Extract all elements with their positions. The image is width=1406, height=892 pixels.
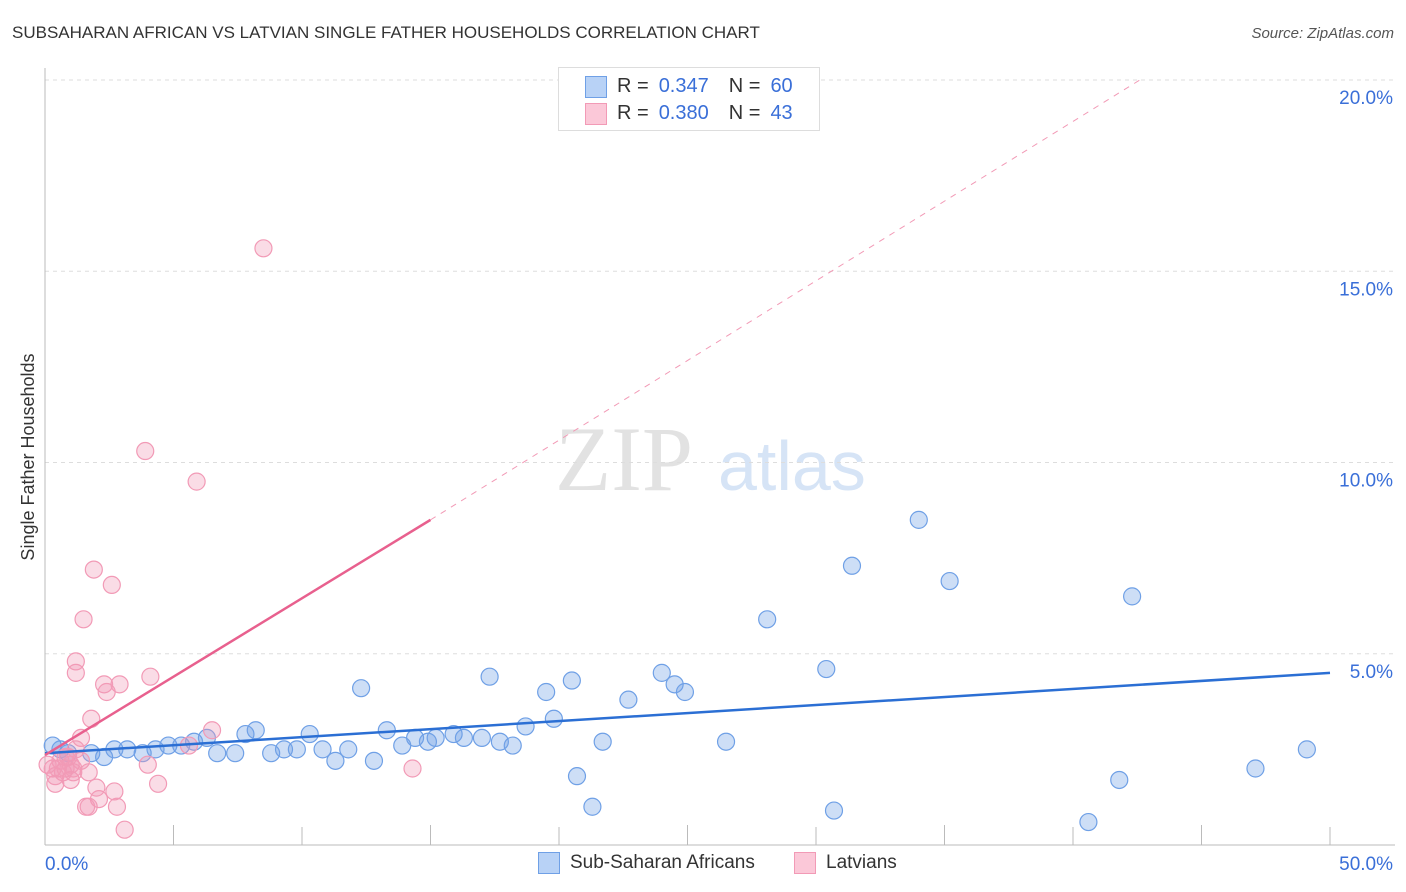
latvians-point — [46, 774, 65, 793]
subsaharan-point — [503, 736, 522, 755]
subsaharan-point — [364, 751, 384, 770]
subsaharan-point — [1110, 770, 1129, 790]
x-tick-label: 50.0% — [1339, 854, 1393, 875]
subsaharan-point — [758, 610, 777, 629]
latvians-point — [141, 667, 160, 686]
subsaharan-point — [208, 744, 227, 763]
latvians-point — [79, 797, 98, 816]
latvians-point — [105, 782, 124, 801]
legend-swatch — [538, 852, 560, 874]
latvians-point — [82, 709, 101, 728]
latvians-point — [89, 789, 109, 809]
latvians-point — [202, 721, 222, 740]
subsaharan-point — [326, 751, 345, 770]
subsaharan-point — [675, 682, 695, 702]
latvians-point — [403, 759, 422, 778]
subsaharan-point — [652, 663, 671, 682]
subsaharan-point — [940, 571, 959, 591]
legend-swatch — [585, 102, 607, 125]
watermark-zip: ZIP — [555, 408, 693, 510]
latvians-point — [254, 239, 273, 258]
legend-label: Sub-Saharan Africans — [570, 852, 755, 873]
subsaharan-point — [567, 767, 587, 786]
subsaharan-point — [472, 728, 491, 748]
legend: R = 0.347 N = 60 R = 0.380 N = 43 — [558, 67, 820, 131]
legend-r-label: R = — [617, 102, 649, 124]
y-tick-label: 10.0% — [1339, 471, 1393, 492]
latvians-point — [148, 774, 168, 793]
chart-source: Source: ZipAtlas.com — [1251, 25, 1394, 42]
subsaharan-point — [313, 740, 332, 759]
legend-r-label: R = — [617, 75, 649, 97]
legend-r-value: 0.380 — [658, 102, 709, 124]
subsaharan-point — [274, 740, 294, 759]
legend-swatch — [585, 75, 607, 98]
latvians-trendline — [44, 518, 432, 757]
legend-n-label: N = — [728, 102, 761, 124]
latvians-point — [64, 759, 83, 778]
y-tick-label: 20.0% — [1339, 88, 1393, 109]
latvians-point — [66, 663, 85, 682]
subsaharan-trendline — [44, 671, 1331, 755]
subsaharan-point — [226, 744, 245, 763]
bottom-legend-subsaharan: Sub-Saharan Africans — [538, 852, 755, 874]
subsaharan-point — [824, 801, 844, 820]
legend-item-subsaharan: R = 0.347 N = 60 — [585, 75, 793, 98]
subsaharan-point — [665, 675, 684, 694]
legend-n-value: 60 — [770, 75, 793, 97]
subsaharan-point — [537, 682, 556, 702]
y-axis-label: Single Father Households — [18, 353, 38, 560]
subsaharan-point — [426, 728, 445, 748]
subsaharan-point — [287, 740, 306, 759]
subsaharan-point — [817, 659, 836, 679]
subsaharan-point — [246, 721, 265, 740]
legend-label: Latvians — [826, 852, 897, 873]
subsaharan-point — [583, 797, 602, 816]
latvians-point — [110, 675, 129, 694]
latvians-point — [187, 472, 206, 491]
latvians-point — [84, 560, 103, 579]
subsaharan-point — [454, 728, 474, 748]
subsaharan-point — [236, 724, 255, 744]
subsaharan-point — [1297, 740, 1316, 759]
legend-r-value: 0.347 — [658, 75, 709, 97]
subsaharan-point — [619, 690, 638, 709]
y-tick-label: 15.0% — [1339, 279, 1393, 300]
subsaharan-point — [716, 732, 736, 751]
latvians-point — [136, 441, 155, 461]
subsaharan-point — [562, 671, 581, 690]
y-tick-label: 5.0% — [1350, 662, 1393, 683]
subsaharan-point — [842, 556, 862, 575]
subsaharan-point — [300, 724, 319, 744]
legend-swatch — [794, 852, 816, 874]
latvians-point — [71, 751, 91, 770]
subsaharan-point — [352, 679, 371, 698]
latvians-point — [107, 797, 127, 816]
x-tick-label: 0.0% — [45, 854, 88, 875]
watermark-atlas: atlas — [718, 427, 866, 505]
legend-item-latvians: R = 0.380 N = 43 — [585, 102, 793, 125]
subsaharan-point — [909, 510, 928, 529]
chart-title: SUBSAHARAN AFRICAN VS LATVIAN SINGLE FAT… — [12, 23, 760, 42]
subsaharan-point — [516, 717, 535, 736]
latvians-point — [87, 778, 106, 797]
subsaharan-point — [339, 740, 358, 759]
subsaharan-point — [544, 709, 563, 728]
subsaharan-point — [1079, 812, 1098, 832]
subsaharan-point — [1123, 587, 1142, 606]
legend-n-value: 43 — [770, 102, 793, 124]
latvians-point — [138, 755, 157, 774]
latvians-point — [74, 610, 93, 629]
subsaharan-point — [1246, 759, 1265, 778]
latvians-point — [102, 575, 121, 595]
subsaharan-point — [593, 732, 612, 751]
subsaharan-point — [444, 724, 463, 744]
subsaharan-point — [480, 667, 499, 686]
latvians-point — [115, 820, 134, 839]
bottom-legend-latvians: Latvians — [794, 852, 897, 874]
legend-n-label: N = — [728, 75, 761, 97]
